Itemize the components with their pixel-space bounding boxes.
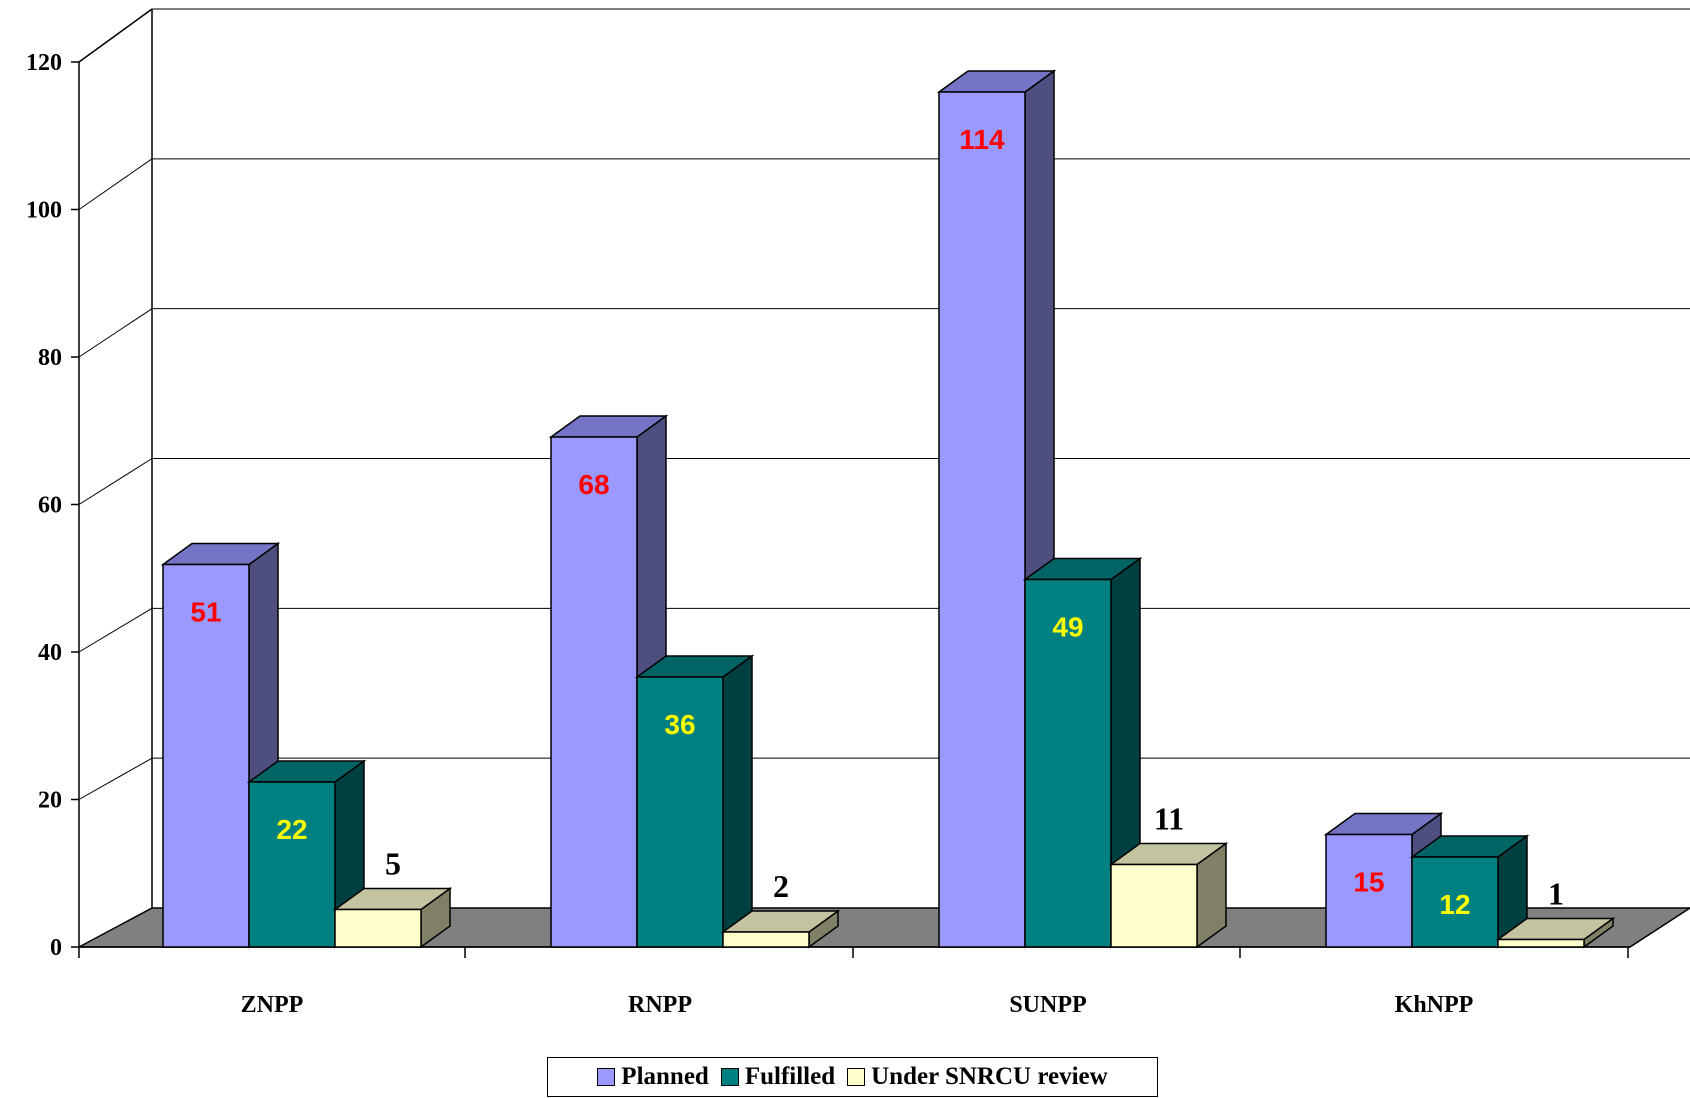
x-axis-category-labels: ZNPP RNPP SUNPP KhNPP	[241, 992, 1474, 1018]
bar	[1409, 834, 1530, 949]
bar-front	[938, 91, 1026, 948]
bar-front	[636, 676, 724, 948]
data-label: 49	[1052, 612, 1083, 643]
bar	[720, 909, 841, 949]
legend-item-fulfilled: Fulfilled	[720, 1063, 836, 1091]
x-category-label: ZNPP	[241, 992, 304, 1018]
bar-front	[1411, 856, 1499, 948]
data-label: 68	[578, 469, 609, 500]
data-label: 12	[1439, 889, 1470, 920]
data-label: 1	[1548, 876, 1564, 912]
bar	[1108, 842, 1229, 949]
bar-front	[1024, 578, 1112, 948]
bars	[160, 69, 1616, 949]
data-label: 51	[190, 597, 221, 628]
y-axis-tick-labels: 0 20 40 60 80 100 120	[26, 50, 62, 961]
x-category-label: KhNPP	[1395, 992, 1474, 1018]
bar	[1495, 917, 1616, 949]
legend-item-under-review: Under SNRCU review	[847, 1063, 1108, 1091]
bar	[634, 654, 755, 949]
bar-side	[722, 654, 753, 949]
data-labels: 51 22 5 68 36 2 114 49 11 15 12 1	[190, 124, 1564, 920]
bar-front	[550, 436, 638, 948]
bar	[246, 759, 367, 949]
y-tick-label: 80	[38, 345, 62, 371]
data-label: 11	[1154, 801, 1184, 837]
y-tick-label: 100	[26, 198, 62, 224]
legend: Planned Fulfilled Under SNRCU review	[547, 1057, 1158, 1097]
gridline-depth	[78, 458, 153, 505]
legend-swatch-fulfilled	[720, 1068, 739, 1086]
bar	[332, 887, 453, 949]
data-label: 114	[959, 124, 1005, 155]
data-label: 22	[276, 814, 307, 845]
bar-front	[1110, 863, 1198, 948]
y-tick-label: 0	[50, 935, 62, 961]
gridline-depth	[78, 607, 153, 653]
data-label: 2	[773, 868, 789, 904]
gridline-depth	[78, 308, 153, 358]
bar-front	[722, 931, 810, 948]
gridline-depth	[78, 8, 153, 63]
data-label: 5	[385, 846, 401, 882]
bar-front	[162, 563, 250, 948]
legend-swatch-planned	[597, 1068, 616, 1086]
y-tick-label: 60	[38, 493, 62, 519]
y-tick-label: 40	[38, 640, 62, 666]
y-tick-label: 20	[38, 788, 62, 814]
gridline-depth	[78, 757, 153, 800]
gridlines	[78, 8, 1690, 800]
x-category-label: RNPP	[628, 992, 692, 1018]
chart-walls	[78, 8, 153, 908]
x-category-label: SUNPP	[1009, 992, 1086, 1018]
bar-front	[334, 908, 422, 948]
y-tick-label: 120	[26, 50, 62, 76]
legend-item-planned: Planned	[597, 1063, 709, 1091]
data-label: 15	[1353, 867, 1384, 898]
bar-front	[248, 781, 336, 948]
bar	[160, 542, 281, 949]
bar-front	[1325, 833, 1413, 948]
bar-front	[1497, 938, 1585, 948]
legend-label-under-review: Under SNRCU review	[871, 1063, 1108, 1090]
legend-swatch-under-review	[847, 1068, 866, 1086]
gridline-depth	[78, 158, 153, 210]
legend-label-planned: Planned	[621, 1063, 709, 1090]
data-label: 36	[664, 709, 695, 740]
legend-label-fulfilled: Fulfilled	[744, 1063, 836, 1090]
